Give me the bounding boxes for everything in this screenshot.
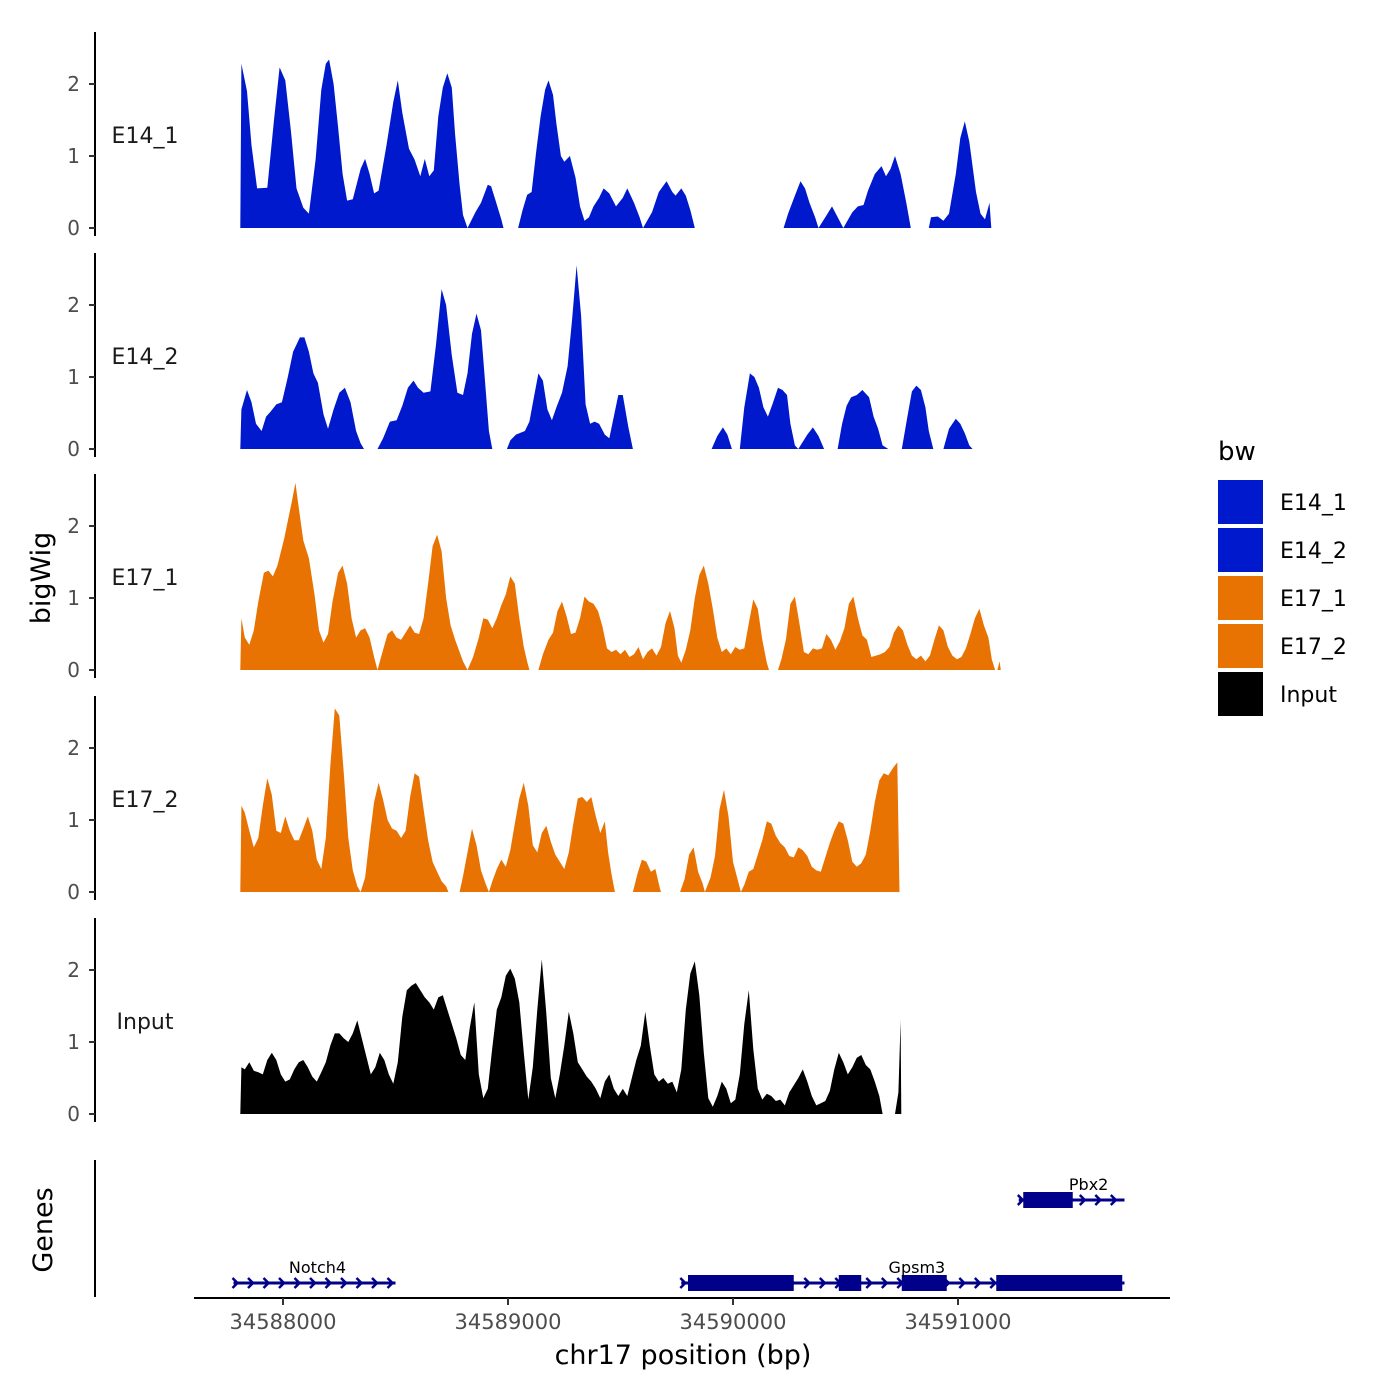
strand-arrow xyxy=(818,1277,827,1289)
y-tick-label: 0 xyxy=(67,1102,80,1126)
gene-gpsm3: Gpsm3 xyxy=(679,1258,1125,1291)
track-label: Input xyxy=(117,1010,174,1035)
x-tick-label: 34590000 xyxy=(680,1310,787,1334)
y-tick-label: 0 xyxy=(67,437,80,461)
gene-label: Pbx2 xyxy=(1069,1175,1108,1194)
y-tick-label: 2 xyxy=(67,72,80,96)
strand-arrow xyxy=(293,1277,302,1289)
strand-arrow xyxy=(247,1277,255,1289)
strand-arrow xyxy=(324,1277,333,1289)
strand-arrow xyxy=(958,1277,967,1289)
x-tick-label: 34591000 xyxy=(905,1310,1012,1334)
strand-arrow xyxy=(1094,1194,1103,1206)
y-tick-label: 2 xyxy=(67,736,80,760)
y-tick-label: 1 xyxy=(67,586,80,610)
strand-arrow xyxy=(973,1277,982,1289)
signal-area-e14-1 xyxy=(240,59,992,228)
legend-label: E14_2 xyxy=(1280,539,1347,564)
legend-item: Input xyxy=(1218,672,1337,716)
strand-arrow xyxy=(340,1277,348,1289)
strand-arrow xyxy=(231,1277,240,1289)
x-tick-label: 34589000 xyxy=(455,1310,562,1334)
gene-exon xyxy=(1023,1192,1073,1208)
legend-swatch xyxy=(1218,480,1263,524)
track-label: E14_2 xyxy=(112,345,179,370)
gene-exon xyxy=(838,1275,862,1291)
strand-arrow xyxy=(880,1277,889,1289)
track-label: E17_2 xyxy=(112,788,179,813)
strand-arrow xyxy=(679,1277,688,1289)
y-tick-label: 2 xyxy=(67,514,80,538)
gene-notch4: Notch4 xyxy=(231,1258,396,1289)
signal-area-e17-1 xyxy=(240,482,1001,670)
legend-label: E17_1 xyxy=(1280,587,1347,612)
gene-pbx2: Pbx2 xyxy=(1016,1175,1125,1208)
y-tick-label: 0 xyxy=(67,658,80,682)
strand-arrow xyxy=(262,1277,271,1289)
strand-arrow xyxy=(1109,1194,1118,1206)
signal-tracks: 0 1 2 E14_1 0 1 2 E14_2 0 1 2 E17_1 0 1 2 E17_2 0 1 2 Input xyxy=(67,32,1001,1126)
strand-arrow xyxy=(278,1277,286,1289)
strand-arrow xyxy=(865,1277,874,1289)
legend-item: E14_2 xyxy=(1218,528,1347,572)
x-axis-title: chr17 position (bp) xyxy=(555,1340,812,1371)
legend-item: E17_1 xyxy=(1218,576,1347,620)
track-e14-1: 0 1 2 E14_1 xyxy=(67,32,992,240)
y-tick-label: 0 xyxy=(67,216,80,240)
legend-label: E14_1 xyxy=(1280,491,1347,516)
y-tick-label: 1 xyxy=(67,144,80,168)
strand-arrow xyxy=(1016,1194,1025,1206)
legend-item: E14_1 xyxy=(1218,480,1347,524)
y-tick-label: 1 xyxy=(67,365,80,389)
x-tick-label: 34588000 xyxy=(230,1310,337,1334)
gene-exon xyxy=(688,1275,794,1291)
y-tick-label: 1 xyxy=(67,1030,80,1054)
gene-label: Notch4 xyxy=(289,1258,346,1277)
legend-swatch xyxy=(1218,576,1263,620)
gene-exon xyxy=(996,1275,1123,1291)
strand-arrow xyxy=(803,1277,812,1289)
gene-label: Gpsm3 xyxy=(889,1258,946,1277)
legend-item: E17_2 xyxy=(1218,624,1347,668)
gene-exon xyxy=(901,1275,947,1291)
track-e17-2: 0 1 2 E17_2 xyxy=(67,696,900,904)
y-tick-label: 1 xyxy=(67,808,80,832)
strand-arrow xyxy=(989,1277,998,1289)
legend-swatch xyxy=(1218,624,1263,668)
legend-title: bw xyxy=(1218,437,1256,467)
track-label: E14_1 xyxy=(112,124,179,149)
genes-panel-title: Genes xyxy=(28,1187,59,1272)
signal-area-e14-2 xyxy=(240,265,973,449)
signal-area-input xyxy=(240,959,902,1114)
strand-arrow xyxy=(371,1277,379,1289)
track-e17-1: 0 1 2 E17_1 xyxy=(67,474,1001,682)
strand-arrow xyxy=(386,1277,395,1289)
y-tick-label: 0 xyxy=(67,880,80,904)
legend-label: E17_2 xyxy=(1280,635,1347,660)
legend-swatch xyxy=(1218,528,1263,572)
strand-arrow xyxy=(309,1277,317,1289)
track-label: E17_1 xyxy=(112,566,179,591)
legend: bw E14_1 E14_2 E17_1 E17_2 Input xyxy=(1218,437,1347,716)
genes-panel: Pbx2 Notch4 Gpsm3 xyxy=(94,1160,1125,1297)
signal-area-e17-2 xyxy=(240,708,900,892)
legend-swatch xyxy=(1218,672,1263,716)
track-e14-2: 0 1 2 E14_2 xyxy=(67,253,973,461)
legend-label: Input xyxy=(1280,683,1337,708)
strand-arrow xyxy=(355,1277,364,1289)
y-tick-label: 2 xyxy=(67,293,80,317)
strand-arrow xyxy=(1078,1194,1087,1206)
track-input: 0 1 2 Input xyxy=(67,918,902,1126)
x-axis: 34588000 34589000 34590000 34591000 xyxy=(194,1297,1170,1334)
y-tick-label: 2 xyxy=(67,958,80,982)
y-axis-title: bigWig xyxy=(26,532,57,625)
